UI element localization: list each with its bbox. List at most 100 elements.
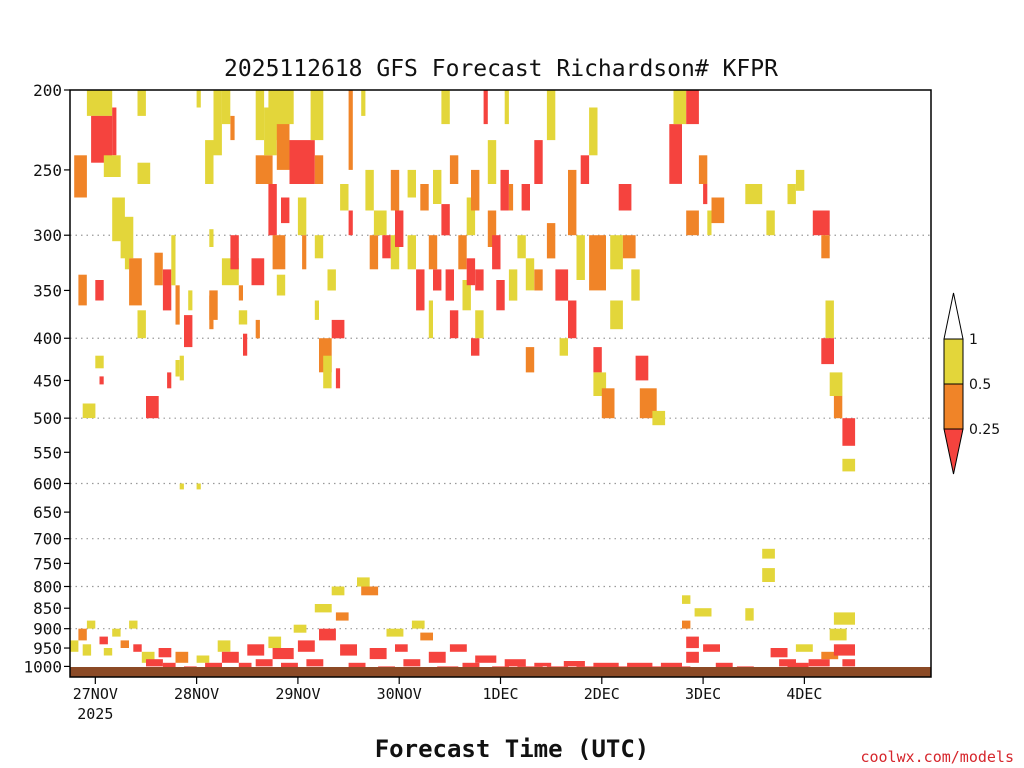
y-tick-label: 500 [33,409,62,428]
richardson-cell [255,90,265,141]
richardson-cell [158,648,172,658]
x-tick-label: 2DEC [584,685,620,703]
richardson-cell [694,608,712,617]
richardson-cell [660,662,682,669]
richardson-cell [715,662,733,669]
richardson-cell [682,620,691,629]
richardson-cell [95,355,104,369]
richardson-cell [842,418,856,446]
richardson-cell [795,644,813,652]
richardson-cell [382,235,391,259]
y-tick-label: 400 [33,329,62,348]
richardson-cell [686,651,699,663]
y-tick-label: 1000 [23,657,62,676]
richardson-cell [707,210,712,236]
richardson-cell [162,269,172,311]
y-axis-ticks: 200 250 300 350 400 450 500 550 600 650 700 750 800 8… [23,81,70,676]
legend-bin-above-1 [943,292,964,340]
richardson-cell [390,169,400,211]
richardson-cell [331,319,345,339]
richardson-cell [99,376,104,385]
richardson-cell [471,338,480,356]
x-tick-label: 3DEC [685,685,721,703]
richardson-cell [78,628,87,641]
richardson-cell [496,280,505,311]
richardson-cell [327,269,336,291]
richardson-cell [281,662,298,670]
colorbar-legend: 1 0.5 0.25 [943,292,1000,475]
richardson-cell [669,124,682,184]
richardson-cell [428,300,433,339]
richardson-cell [357,577,370,587]
richardson-cell [209,290,218,320]
richardson-cell [276,124,290,170]
richardson-cell [335,612,349,621]
richardson-cell [124,235,130,270]
richardson-cell [546,223,556,259]
richardson-cell [340,644,357,656]
richardson-cell [103,648,113,656]
x-tick-label: 4DEC [786,685,822,703]
richardson-cell [787,184,796,205]
richardson-cell [568,169,577,236]
richardson-cell [184,315,193,348]
richardson-cell [833,612,855,625]
richardson-cell [179,483,184,490]
richardson-cell [179,355,184,381]
richardson-cell [243,333,248,356]
richardson-cell [175,651,189,663]
richardson-cell [770,648,788,658]
y-tick-label: 800 [33,577,62,596]
richardson-cell [627,662,653,669]
legend-label: 0.25 [969,422,1000,438]
surface-band [70,667,931,677]
x-tick-label: 27NOV [73,685,118,703]
richardson-cell [331,586,345,596]
chart-title: 2025112618 GFS Forecast Richardson# KFPR [224,56,778,82]
y-tick-label: 200 [33,81,62,100]
richardson-cell [162,662,176,670]
richardson-cell [99,636,108,645]
richardson-cell [766,210,775,236]
richardson-cell [534,269,543,291]
richardson-cell [487,210,497,247]
richardson-cell [188,290,193,311]
richardson-cell [230,235,239,270]
richardson-cell [673,90,687,125]
richardson-cell [433,169,442,204]
richardson-cell [112,628,121,637]
richardson-cell [462,662,480,670]
richardson-cell [525,258,535,291]
richardson-cell [86,90,113,116]
richardson-cell [167,372,172,389]
richardson-cell [475,310,484,339]
y-tick-label: 300 [33,226,62,245]
richardson-cell [146,659,163,667]
richardson-cell [420,184,429,211]
richardson-cell [314,155,324,184]
richardson-cell [601,388,615,419]
richardson-cell [500,169,509,211]
richardson-cell [487,140,497,184]
y-tick-label: 350 [33,281,62,300]
richardson-cell [521,184,530,211]
richardson-cell [297,640,315,652]
richardson-cell [74,155,87,198]
richardson-cell [268,184,277,236]
richardson-cell [703,644,720,652]
richardson-cell [492,235,501,270]
richardson-cell [842,659,856,667]
richardson-cell [631,269,640,301]
richardson-cell [517,235,526,259]
richardson-cell [449,155,459,184]
richardson-cell [449,310,459,339]
richardson-cell [205,140,214,184]
richardson-cell [175,285,180,325]
richardson-cell [589,107,598,156]
richardson-cell [593,662,619,669]
richardson-cell [428,235,438,270]
credit-link[interactable]: coolwx.com/models [860,748,1014,766]
richardson-cell [635,355,649,381]
richardson-cell [340,184,349,211]
